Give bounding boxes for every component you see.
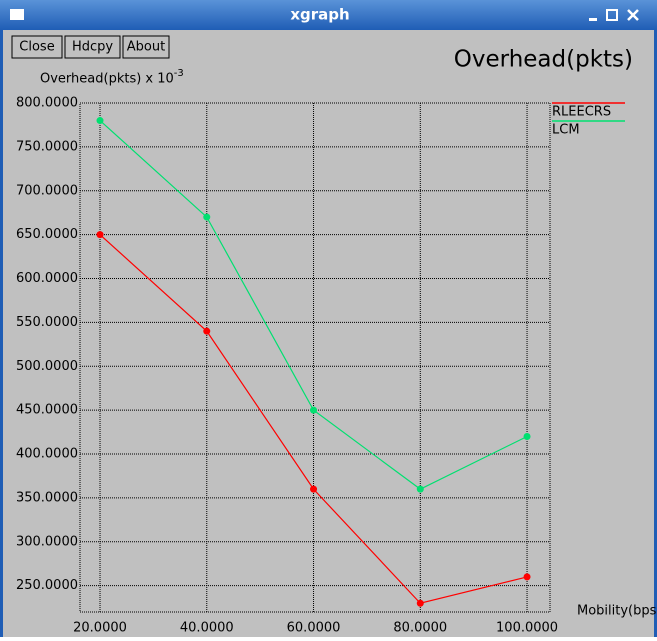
y-tick-label: 550.0000 (16, 315, 78, 330)
x-tick-label: 100.0000 (496, 621, 558, 636)
close-button[interactable] (627, 9, 639, 21)
button-face (122, 35, 170, 59)
window-title: xgraph (290, 6, 349, 24)
window-menu-icon[interactable] (10, 9, 24, 20)
data-point (203, 327, 211, 335)
data-point (416, 485, 424, 493)
button-label: About (127, 40, 165, 55)
data-point (416, 599, 424, 607)
button-face (64, 35, 121, 59)
title-bar (0, 0, 657, 30)
data-point (96, 117, 104, 125)
y-tick-label: 650.0000 (16, 227, 78, 242)
toolbar-button[interactable]: Close (11, 35, 63, 59)
chart-title: Overhead(pkts) (454, 47, 633, 73)
toolbar-button[interactable]: Hdcpy (64, 35, 121, 59)
data-point (523, 573, 531, 581)
y-tick-label: 450.0000 (16, 403, 78, 418)
x-tick-label: 60.0000 (287, 621, 341, 636)
y-tick-label: 800.0000 (16, 96, 78, 111)
data-point (96, 231, 104, 239)
y-tick-label: 350.0000 (16, 490, 78, 505)
x-tick-label: 80.0000 (393, 621, 447, 636)
toolbar-button[interactable]: About (122, 35, 170, 59)
button-label: Hdcpy (72, 40, 113, 55)
data-point (310, 406, 318, 414)
data-point (523, 432, 531, 440)
data-point (310, 485, 318, 493)
x-tick-label: 40.0000 (180, 621, 234, 636)
maximize-button[interactable] (606, 9, 618, 21)
y-tick-label: 600.0000 (16, 271, 78, 286)
x-tick-label: 20.0000 (73, 621, 127, 636)
y-tick-label: 400.0000 (16, 447, 78, 462)
y-tick-label: 250.0000 (16, 578, 78, 593)
minimize-button[interactable] (585, 8, 601, 24)
button-label: Close (19, 40, 54, 55)
legend-label: RLEECRS (552, 105, 611, 120)
y-axis-label: Overhead(pkts) x 10 (40, 72, 174, 87)
button-face (11, 35, 63, 59)
y-tick-label: 500.0000 (16, 359, 78, 374)
data-point (203, 213, 211, 221)
y-tick-label: 300.0000 (16, 534, 78, 549)
legend-label: LCM (552, 123, 580, 138)
x-axis-label: Mobility(bps (577, 604, 657, 619)
y-tick-label: 750.0000 (16, 139, 78, 154)
y-axis-label-exponent: -3 (174, 68, 184, 79)
y-tick-label: 700.0000 (16, 183, 78, 198)
